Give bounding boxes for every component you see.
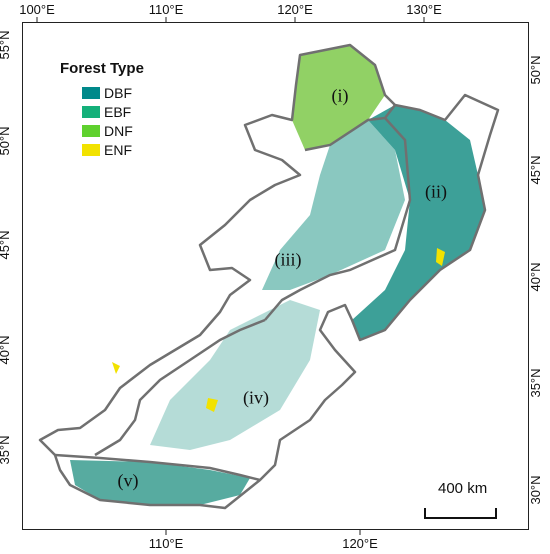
region-label-v: (v)	[117, 470, 139, 491]
tick-label-right: 40°N	[528, 262, 544, 292]
region-label-ii: (ii)	[425, 181, 447, 202]
legend-label: DBF	[104, 84, 132, 101]
legend-item-dbf: DBF	[82, 83, 144, 102]
region-iii-patches	[262, 120, 405, 290]
region-label-i: (i)	[331, 85, 349, 106]
boundary-iv-v	[54, 453, 261, 482]
legend-label: EBF	[104, 103, 132, 120]
legend-swatch	[82, 143, 100, 156]
region-label-iii: (iii)	[274, 249, 302, 270]
region-boundaries	[54, 104, 412, 482]
legend-title: Forest Type	[60, 60, 144, 77]
tick-label-right: 30°N	[528, 475, 544, 505]
tick-label-top: 110°E	[148, 2, 184, 17]
region-v-fill	[70, 460, 250, 505]
scale-bar	[424, 508, 497, 519]
tick-label-right: 50°N	[528, 55, 544, 85]
tick-label-left: 50°N	[0, 126, 13, 156]
tick-label-left: 40°N	[0, 335, 13, 365]
boundary-i-ii	[304, 104, 396, 152]
legend-swatch	[82, 86, 100, 99]
scale-bar-label: 400 km	[438, 480, 488, 497]
legend: Forest Type DBF EBF DNF ENF	[60, 60, 144, 159]
tick-label-left: 35°N	[0, 435, 13, 465]
yellow-enf-patch	[112, 362, 120, 374]
tick-label-top: 130°E	[406, 2, 442, 17]
tick-label-bottom: 110°E	[148, 536, 184, 551]
legend-item-dnf: DNF	[82, 121, 144, 140]
forest-cover	[70, 45, 485, 505]
legend-swatch	[82, 105, 100, 118]
tick-label-top: 120°E	[277, 2, 313, 17]
tick-label-left: 45°N	[0, 230, 13, 260]
tick-label-bottom: 120°E	[342, 536, 378, 551]
legend-label: DNF	[104, 122, 133, 139]
tick-label-top: 100°E	[19, 2, 55, 17]
region-iv-patches	[150, 300, 320, 450]
region-ii-fill	[352, 105, 485, 340]
boundary-ii-iii	[264, 117, 412, 321]
tick-label-right: 45°N	[528, 155, 544, 185]
region-label-iv: (iv)	[243, 387, 269, 408]
yellow-enf-patch	[436, 248, 445, 266]
study-area-boundary	[38, 43, 500, 510]
legend-swatch	[82, 124, 100, 137]
boundary-iii-iv	[94, 318, 266, 457]
legend-label: ENF	[104, 141, 132, 158]
legend-item-ebf: EBF	[82, 102, 144, 121]
tick-marks	[36, 17, 425, 535]
tick-label-right: 35°N	[528, 368, 544, 398]
yellow-enf-patch	[206, 398, 218, 412]
legend-item-enf: ENF	[82, 140, 144, 159]
tick-label-left: 55°N	[0, 30, 13, 60]
